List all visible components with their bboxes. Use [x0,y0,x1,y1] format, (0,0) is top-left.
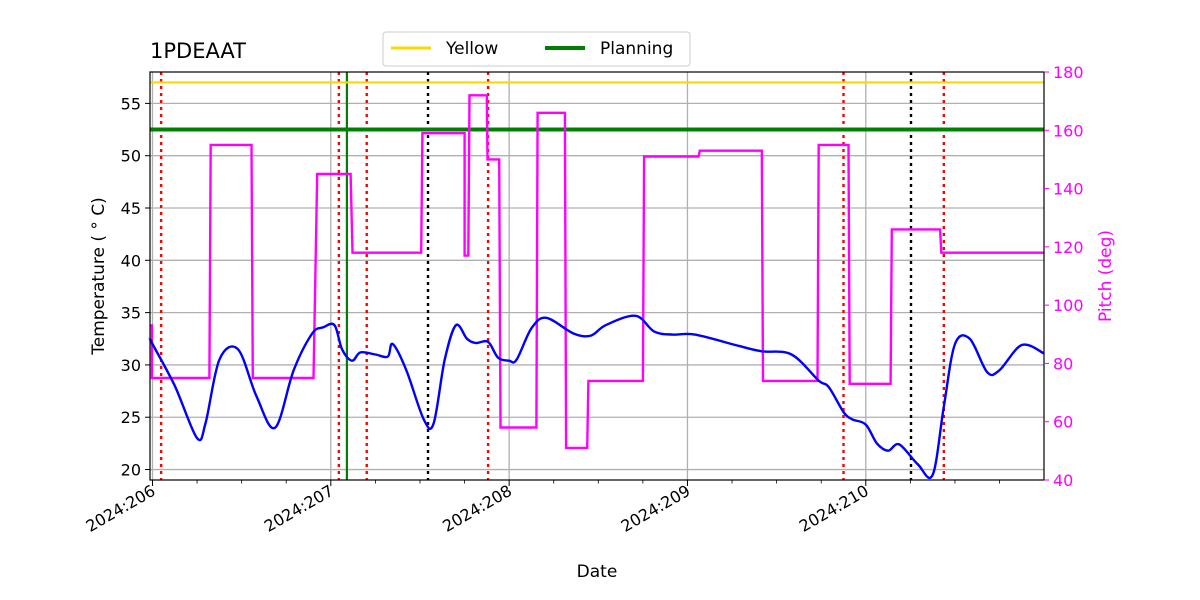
y2-tick-label: 80 [1053,354,1073,373]
y-tick-label: 20 [121,461,141,480]
y-tick-label: 25 [121,408,141,427]
y2-tick-label: 120 [1053,238,1084,257]
x-tick-label: 2024:209 [618,481,694,536]
y-axis-left: 20 25 30 35 40 45 50 55 [121,94,150,480]
legend: Yellow Planning [382,31,691,67]
y2-tick-label: 60 [1053,413,1073,432]
plot-area [148,71,1045,481]
y2-tick-label: 100 [1053,296,1084,315]
x-axis: 2024:206 2024:207 2024:208 2024:209 2024:210 [83,480,1000,536]
y-tick-label: 50 [121,147,141,166]
pitch-series-line [150,94,1044,450]
legend-label-yellow: Yellow [445,39,498,59]
y-tick-label: 55 [121,94,141,113]
x-tick-label: 2024:208 [439,481,515,536]
y-tick-label: 35 [121,304,141,323]
vertical-marker-lines [159,72,946,480]
y-axis-right: 40 60 80 100 120 140 160 180 [1044,63,1084,490]
legend-box [382,31,691,67]
grid-lines [150,72,1044,480]
y2-tick-label: 140 [1053,180,1084,199]
y2-tick-label: 40 [1053,471,1073,490]
legend-label-planning: Planning [600,39,673,59]
y-tick-label: 45 [121,199,141,218]
y-tick-label: 30 [121,356,141,375]
y2-tick-label: 180 [1053,63,1084,82]
x-tick-label: 2024:210 [796,481,872,536]
limit-lines [150,81,1044,132]
chart-title: 1PDEAAT [150,39,246,63]
y-axis-right-label: Pitch (deg) [1096,230,1116,322]
x-axis-label: Date [577,562,618,582]
plot-frame [150,72,1044,480]
y-axis-left-label: Temperature ( ° C) [89,197,109,356]
y2-tick-label: 160 [1053,121,1084,140]
x-tick-label: 2024:206 [83,481,159,536]
temperature-series-line [148,314,1045,480]
y-tick-label: 40 [121,251,141,270]
plot-border [149,71,1045,481]
x-tick-label: 2024:207 [261,481,337,536]
